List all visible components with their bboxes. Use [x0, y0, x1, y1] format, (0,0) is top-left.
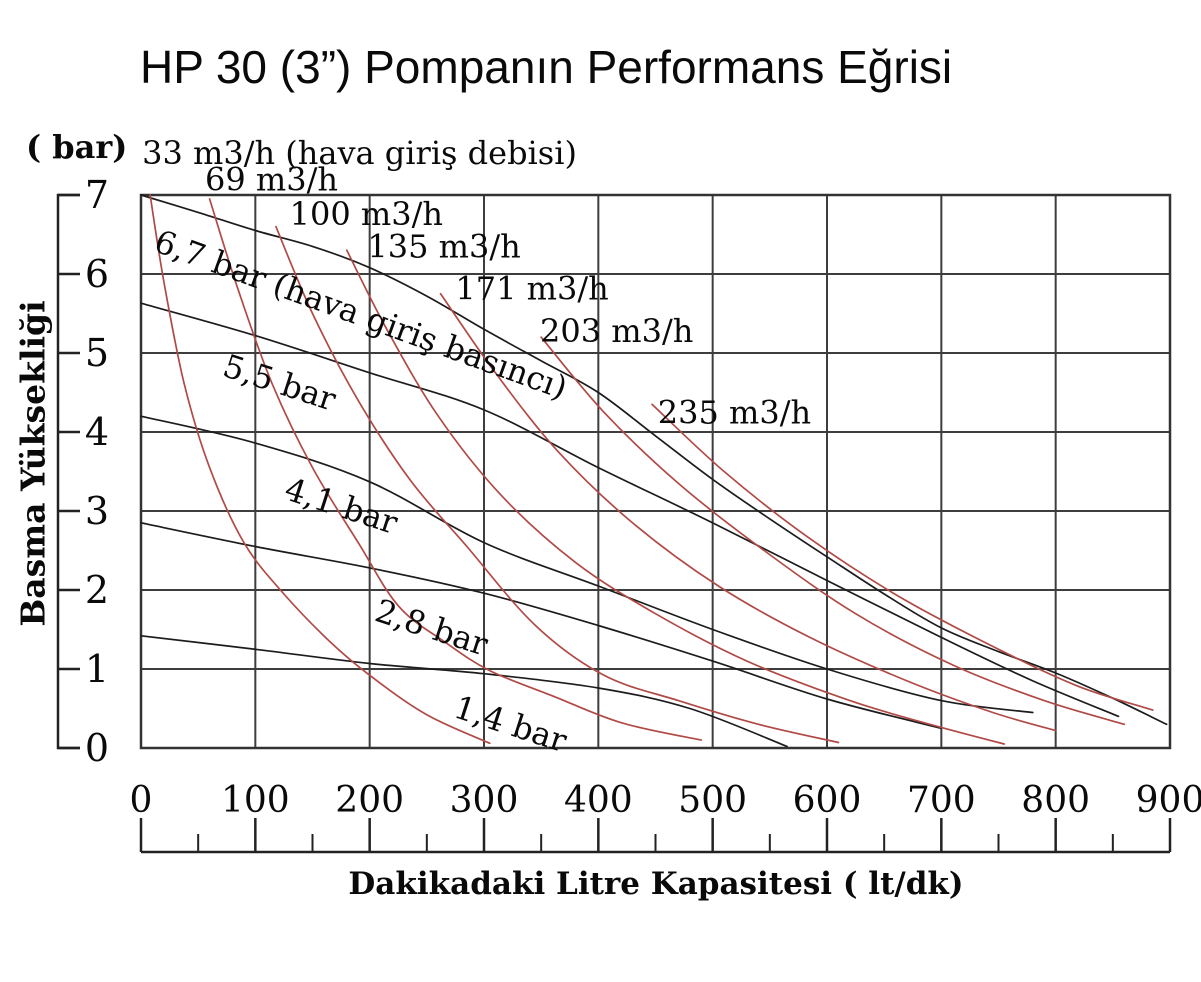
curve-1-4-bar	[140, 634, 788, 748]
curve-label-100-m3-h: 100 m3/h	[290, 195, 443, 233]
curve-label-235-m3-h: 235 m3/h	[658, 393, 811, 431]
x-axis-title: Dakikadaki Litre Kapasitesi ( lt/dk)	[348, 866, 964, 902]
y-axis-line	[56, 193, 80, 750]
curve-label-135-m3-h: 135 m3/h	[367, 227, 520, 265]
curve-33-m3-h-hava-giri-debisi	[149, 194, 491, 745]
curve-label-203-m3-h: 203 m3/h	[540, 312, 693, 350]
x-tick-label-400: 400	[564, 780, 633, 821]
y-tick-label-3: 3	[85, 489, 109, 533]
curve-6-7-bar-hava-giri-bas-nc	[140, 194, 1168, 726]
x-tick-label-0: 0	[130, 780, 153, 821]
y-tick-label-5: 5	[85, 331, 109, 375]
curve-5-5-bar	[140, 302, 1120, 718]
x-tick-label-900: 900	[1136, 780, 1201, 821]
y-tick-label-1: 1	[85, 647, 109, 691]
curve-4-1-bar	[140, 415, 1034, 714]
y-tick-label-0: 0	[85, 726, 109, 770]
x-tick-label-200: 200	[335, 780, 404, 821]
curve-69-m3-h	[208, 198, 703, 741]
curve-135-m3-h	[345, 249, 1006, 745]
y-axis-unit-label: ( bar)	[26, 128, 128, 166]
curve-235-m3-h	[651, 403, 1154, 711]
y-tick-label-2: 2	[85, 568, 109, 612]
curve-171-m3-h	[439, 292, 1057, 732]
curve-2-8-bar	[140, 522, 943, 730]
plot-border	[139, 193, 1172, 750]
x-tick-label-500: 500	[678, 780, 747, 821]
chart-title: HP 30 (3”) Pompanın Performans Eğrisi	[140, 41, 953, 93]
curve-203-m3-h	[540, 336, 1126, 726]
curve-label-33-m3-h-hava-giri-debisi: 33 m3/h (hava giriş debisi)	[142, 134, 577, 172]
x-tick-label-600: 600	[793, 780, 862, 821]
x-tick-label-800: 800	[1021, 780, 1090, 821]
y-tick-label-6: 6	[85, 252, 109, 296]
x-tick-label-100: 100	[221, 780, 290, 821]
curve-label-2-8-bar: 2,8 bar	[371, 591, 494, 663]
y-tick-label-7: 7	[85, 173, 109, 217]
curve-label-69-m3-h: 69 m3/h	[205, 160, 338, 198]
curve-100-m3-h	[275, 225, 840, 744]
x-tick-label-300: 300	[450, 780, 519, 821]
y-tick-label-4: 4	[85, 410, 109, 454]
x-tick-label-700: 700	[907, 780, 976, 821]
curve-label-171-m3-h: 171 m3/h	[455, 269, 608, 307]
curve-label-4-1-bar: 4,1 bar	[280, 470, 403, 542]
